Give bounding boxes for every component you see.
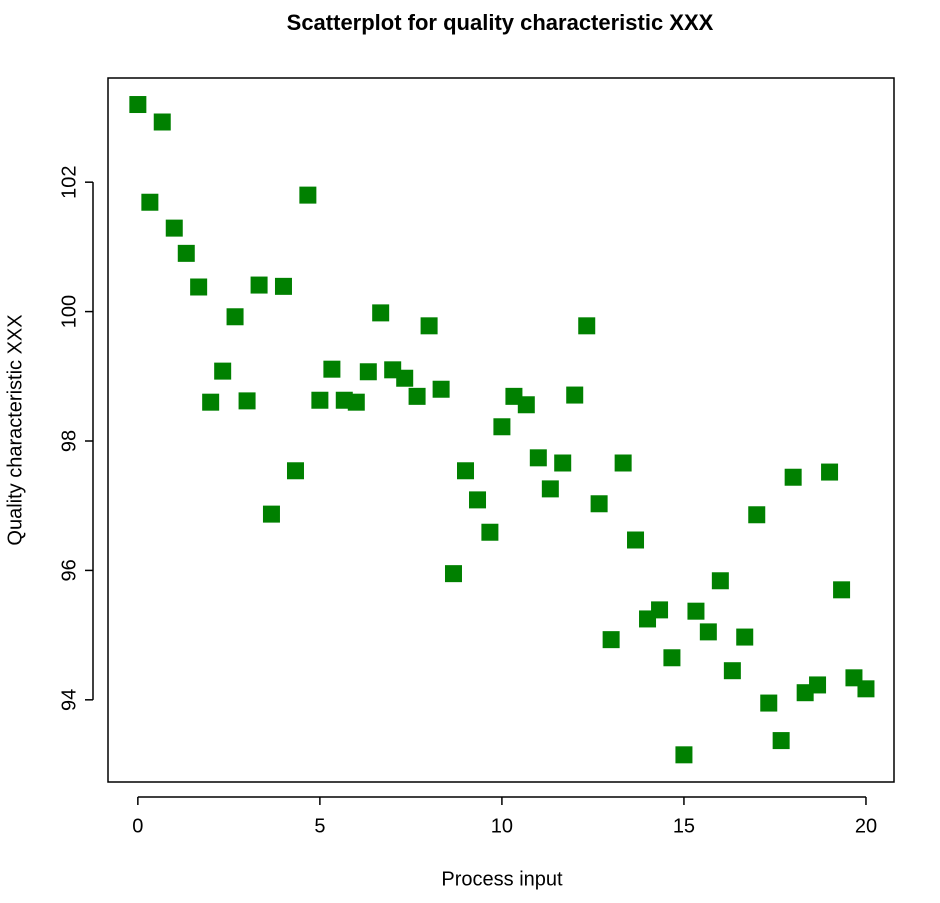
point (711, 572, 729, 590)
y-tick-label: 102 (58, 165, 80, 198)
point (311, 391, 329, 409)
point (274, 277, 292, 295)
point (493, 418, 511, 436)
point (602, 631, 620, 649)
point (760, 694, 778, 712)
point (262, 505, 280, 523)
point (444, 565, 462, 583)
point (541, 480, 559, 498)
point (772, 732, 790, 750)
point (651, 601, 669, 619)
x-axis-label: Process input (441, 868, 563, 890)
point (687, 602, 705, 620)
point (238, 392, 256, 410)
point (833, 581, 851, 599)
point (286, 462, 304, 480)
point (614, 454, 632, 472)
point (250, 276, 268, 294)
x-tick-label: 0 (132, 815, 143, 837)
point (177, 244, 195, 262)
plot-frame (107, 77, 895, 783)
point (396, 369, 414, 387)
point (469, 491, 487, 509)
point (566, 386, 584, 404)
x-tick-label: 10 (491, 815, 513, 837)
point (299, 186, 317, 204)
y-tick-label: 94 (58, 689, 80, 711)
point (481, 523, 499, 541)
point (736, 628, 754, 646)
point (723, 662, 741, 680)
point (129, 96, 147, 114)
point (554, 454, 572, 472)
y-tick-label: 100 (58, 295, 80, 328)
x-tick-label: 15 (673, 815, 695, 837)
point (748, 506, 766, 524)
point (432, 380, 450, 398)
point (457, 462, 475, 480)
point (857, 680, 875, 698)
point (517, 396, 535, 414)
point (165, 219, 183, 237)
point (699, 623, 717, 641)
point (420, 317, 438, 335)
chart-title: Scatterplot for quality characteristic X… (287, 10, 714, 35)
point (408, 387, 426, 405)
point (784, 468, 802, 486)
point (663, 649, 681, 667)
point (809, 676, 827, 694)
y-tick-label: 98 (58, 430, 80, 452)
x-tick-label: 5 (314, 815, 325, 837)
point (226, 308, 244, 326)
point (372, 304, 390, 322)
y-axis-label: Quality characteristic XXX (4, 314, 26, 545)
point (359, 363, 377, 381)
point (202, 393, 220, 411)
y-tick-label: 96 (58, 559, 80, 581)
point (590, 495, 608, 513)
point (821, 463, 839, 481)
point (190, 278, 208, 296)
point (675, 746, 693, 764)
point (347, 393, 365, 411)
point (323, 360, 341, 378)
x-tick-label: 20 (855, 815, 877, 837)
point (627, 531, 645, 549)
point (141, 193, 159, 211)
point (529, 449, 547, 467)
point (214, 362, 232, 380)
point (578, 317, 596, 335)
point (153, 113, 171, 131)
